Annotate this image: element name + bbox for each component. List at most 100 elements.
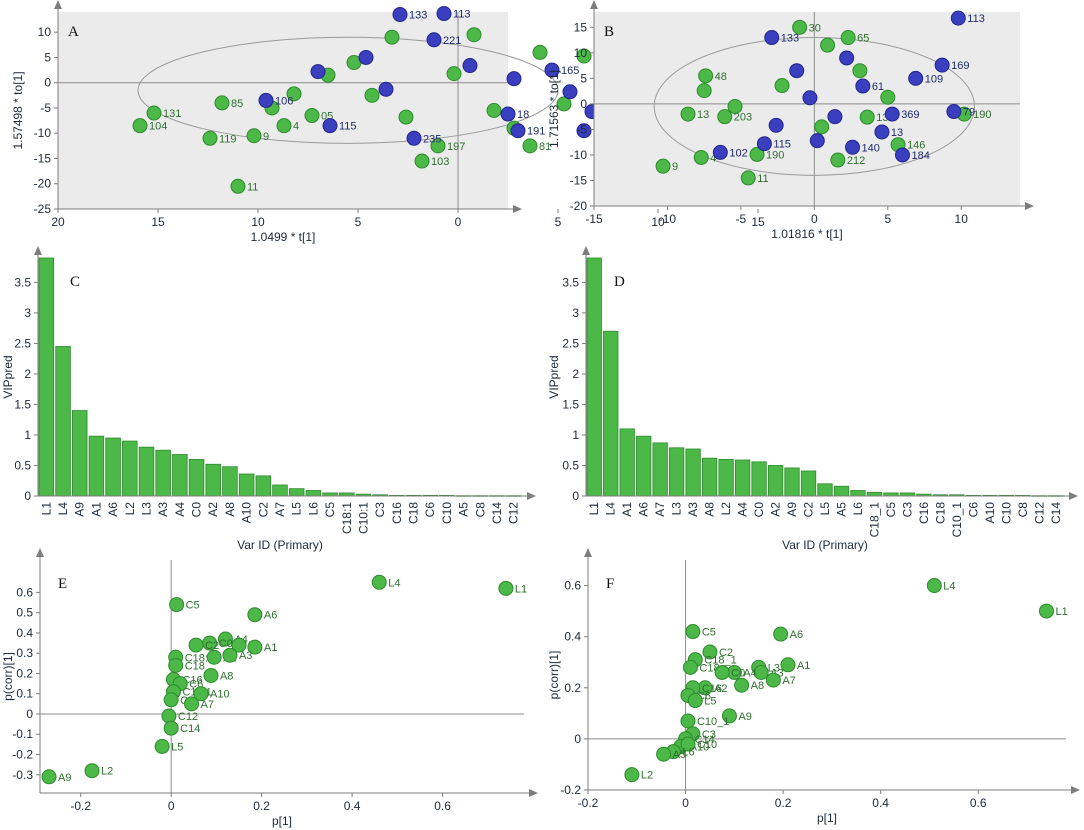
data-point [839,50,855,66]
category-label: A3 [686,502,700,517]
data-point [809,133,825,149]
bar [138,446,155,497]
bar [817,483,833,497]
data-point [322,118,338,134]
series-green: L1L4A6C5A4C0C2L3A1C18:1A2A3C18A8C16C6C10… [41,574,527,785]
y-tick-label: 5 [580,71,587,85]
category-label: C6 [966,502,980,518]
point-label: C14 [695,734,715,746]
data-point [498,580,514,596]
y-tick-label: 1.5 [562,397,579,411]
data-point [163,720,179,736]
data-point [884,106,900,122]
data-point [169,597,185,613]
data-point [576,123,592,139]
data-point [894,147,910,163]
category-label: A10 [983,502,997,524]
data-point [132,118,148,134]
category-label: A6 [637,502,651,517]
y-tick-label: -0.1 [12,727,33,741]
data-point [168,657,184,673]
x-tick-label: 5 [555,215,562,229]
data-point [792,19,808,35]
x-tick-label: 10 [251,215,265,229]
point-label: 221 [443,35,461,47]
category-label: A1 [89,502,103,517]
panel-letter: F [606,576,614,592]
point-label: 190 [766,149,784,161]
bar [833,485,850,497]
data-point [840,30,856,46]
data-point [820,37,836,53]
y-axis-label: p(corr)[1] [547,651,561,700]
point-label: 140 [862,142,880,154]
data-point [880,89,896,105]
panel-letter: E [58,576,67,592]
point-label: A1 [797,660,810,672]
point-label: 4 [293,121,299,133]
data-point [286,86,302,102]
y-tick-label: 1 [24,428,31,442]
point-label: C3 [702,729,716,741]
y-tick-label: 0.6 [16,585,33,599]
category-label: L1 [587,502,601,516]
data-point [734,677,750,693]
point-label: A7 [201,699,214,711]
data-point [193,686,209,702]
data-point [859,109,875,125]
point-label: 61 [872,81,884,93]
point-label: 133 [781,33,799,45]
category-label: A3 [156,502,170,517]
point-label: 146 [907,140,925,152]
data-point [430,138,446,154]
data-point [702,644,718,660]
data-point [436,6,452,22]
point-label: C2 [719,647,733,659]
x-axis-arrow [513,205,522,213]
point-label: A3 [239,650,252,662]
data-point [696,83,712,99]
category-label: C10:1 [356,502,370,534]
data-point [392,7,408,23]
data-point [522,138,538,154]
y-tick-label: 3.5 [14,275,31,289]
category-label: A2 [206,502,220,517]
y-tick-label: 3 [24,306,31,320]
data-point [466,27,482,43]
x-tick-label: 20 [51,215,65,229]
category-label: C10 [999,502,1013,524]
y-tick-label: 0 [44,76,51,90]
x-axis-label: Var ID (Primary) [782,538,868,552]
panel-A-axes [54,0,522,213]
y-tick-label: 0 [26,707,33,721]
data-point [41,769,57,785]
data-point [247,639,263,655]
point-label: A6 [264,610,277,622]
point-label: C2 [205,640,219,652]
category-label: C16 [917,502,931,524]
bar [71,410,88,497]
data-point [500,106,516,122]
category-label: A2 [769,502,783,517]
panel-letter: C [70,274,80,290]
category-label: C6 [423,502,437,518]
y-tick-label: 0.5 [16,606,33,620]
category-label: A8 [703,502,717,517]
category-label: A1 [620,502,634,517]
point-label: 119 [219,133,237,145]
data-point [84,763,100,779]
x-tick-label: 0 [811,212,818,226]
x-tick-label: 0.6 [434,799,451,813]
point-label: C14 [180,723,200,735]
y-tick-label: 0.6 [564,579,581,593]
category-label: C10 [440,502,454,524]
x-tick-label: -0.2 [70,799,91,813]
bar [636,435,652,497]
data-point [230,178,246,194]
category-label: C14 [1049,502,1063,524]
panel-E: -0.2 0 0.2 0.4 0.6 -0.3 -0.2 -0.1 0 0.1 0.2 0.3 0.4 0… [1,560,527,828]
y-tick-label: -0.3 [12,768,33,782]
point-label: C18:1 [185,652,214,664]
